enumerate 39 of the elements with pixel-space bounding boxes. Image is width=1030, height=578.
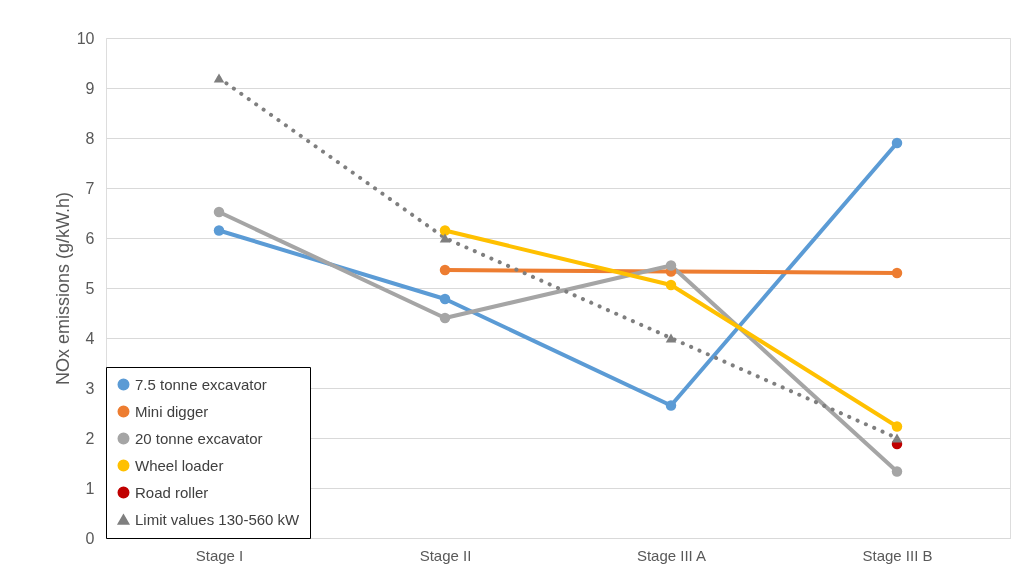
x-tick-label: Stage II <box>419 546 472 564</box>
point <box>891 433 903 443</box>
x-tick-label: Stage III A <box>636 546 707 564</box>
point <box>439 264 451 276</box>
y-tick-label: 3 <box>85 379 95 397</box>
point <box>439 225 451 236</box>
y-tick-label: 7 <box>85 179 95 197</box>
point <box>665 260 677 271</box>
y-tick-label: 6 <box>85 229 95 247</box>
point <box>439 293 451 305</box>
point <box>891 466 903 477</box>
legend-label: 20 tonne excavator <box>135 429 263 447</box>
y-tick-label: 10 <box>76 29 95 47</box>
point <box>439 312 451 324</box>
legend-label: Mini digger <box>135 402 209 420</box>
point <box>213 206 225 218</box>
y-tick-label: 4 <box>85 329 95 347</box>
x-tick-label: Stage I <box>195 546 244 564</box>
y-tick-label: 5 <box>85 279 95 297</box>
point <box>213 73 225 83</box>
point <box>439 233 451 243</box>
legend-label: 7.5 tonne excavator <box>135 375 267 393</box>
y-tick-label: 8 <box>85 129 95 147</box>
legend-label: Road roller <box>135 483 209 501</box>
y-tick-label: 1 <box>85 479 95 497</box>
point <box>891 421 903 432</box>
point <box>665 333 677 343</box>
legend-label: Limit values 130-560 kW <box>135 510 301 528</box>
legend-label: Wheel loader <box>135 456 224 474</box>
point <box>665 400 677 411</box>
y-axis-title: NOx emissions (g/kW.h) <box>52 191 73 386</box>
point <box>665 279 677 291</box>
y-tick-label: 0 <box>85 529 95 547</box>
y-tick-label: 9 <box>85 79 95 97</box>
y-tick-label: 2 <box>85 429 95 447</box>
point <box>891 137 903 149</box>
x-tick-label: Stage III B <box>862 546 933 564</box>
point <box>891 267 903 279</box>
point <box>213 225 225 236</box>
